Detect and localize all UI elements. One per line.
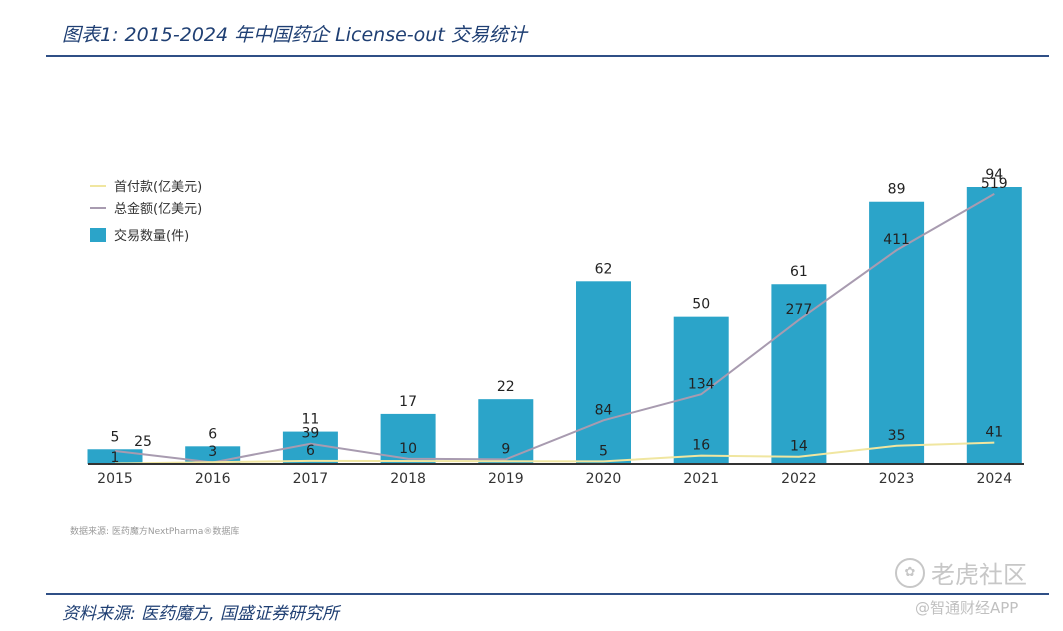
upfront-label-2017: 6 (306, 443, 315, 459)
x-tick-2021: 2021 (683, 471, 719, 487)
x-tick-2024: 2024 (976, 471, 1012, 487)
bar-label-2017: 11 (301, 412, 319, 428)
x-tick-2018: 2018 (390, 471, 426, 487)
upfront-label-2024: 41 (985, 425, 1003, 441)
x-tick-2019: 2019 (488, 471, 524, 487)
total-label-2018: 10 (399, 441, 417, 457)
total-label-2017: 39 (301, 426, 319, 442)
watermark-app: @智通财经APP (915, 599, 1019, 617)
bar-label-2015: 5 (111, 429, 120, 445)
x-tick-2022: 2022 (781, 471, 817, 487)
figure-title: 图表1: 2015-2024 年中国药企 License-out 交易统计 (62, 24, 527, 46)
legend-label-total: 总金额(亿美元) (114, 201, 202, 217)
total-amount-line (114, 193, 995, 464)
bar-2023 (869, 201, 925, 464)
upfront-label-2023: 35 (888, 428, 906, 444)
upfront-label-2020: 5 (599, 443, 608, 459)
bar-label-2016: 6 (208, 426, 217, 442)
legend-label-count: 交易数量(件) (114, 228, 189, 244)
watermark-community: ✿ 老虎社区 (895, 555, 1027, 590)
watermark-community-text: 老虎社区 (931, 561, 1027, 589)
legend-label-upfront: 首付款(亿美元) (114, 180, 202, 195)
data-source-note: 数据来源: 医药魔方NextPharma®数据库 (70, 527, 240, 537)
bar-2022 (771, 284, 827, 464)
legend-swatch-count (90, 228, 106, 242)
total-label-2022: 277 (786, 302, 813, 318)
bar-label-2022: 61 (790, 264, 808, 280)
total-label-2024: 519 (981, 176, 1008, 192)
bar-2024 (966, 187, 1022, 464)
bar-label-2024: 94 (985, 167, 1003, 183)
bar-2019 (478, 399, 534, 464)
upfront-line (114, 441, 995, 465)
bottom-rule (46, 593, 1049, 595)
bar-label-2019: 22 (497, 379, 515, 395)
total-label-2023: 411 (883, 232, 910, 248)
bar-label-2018: 17 (399, 394, 417, 410)
source-caption: 资料来源: 医药魔方, 国盛证券研究所 (62, 604, 339, 624)
total-label-2015: 25 (134, 434, 152, 450)
total-label-2016: 3 (208, 444, 217, 460)
total-label-2020: 84 (595, 402, 613, 418)
x-tick-2017: 2017 (293, 471, 329, 487)
top-rule (46, 55, 1049, 57)
upfront-label-2021: 16 (692, 438, 710, 454)
bar-label-2020: 62 (595, 261, 613, 277)
x-tick-2023: 2023 (879, 471, 915, 487)
total-label-2019: 9 (501, 441, 510, 457)
bar-2020 (576, 281, 631, 464)
x-tick-2020: 2020 (586, 471, 622, 487)
total-label-2021: 134 (688, 376, 715, 392)
x-tick-2016: 2016 (195, 471, 231, 487)
upfront-label-2022: 14 (790, 439, 808, 455)
x-tick-2015: 2015 (97, 471, 133, 487)
bar-label-2023: 89 (888, 182, 906, 198)
paw-logo-icon: ✿ (895, 557, 925, 588)
upfront-label-2015: 1 (111, 450, 120, 466)
bar-2021 (673, 316, 729, 464)
bar-label-2021: 50 (692, 297, 710, 313)
chart-legend: 首付款(亿美元) 总金额(亿美元) 交易数量(件) (90, 180, 202, 244)
